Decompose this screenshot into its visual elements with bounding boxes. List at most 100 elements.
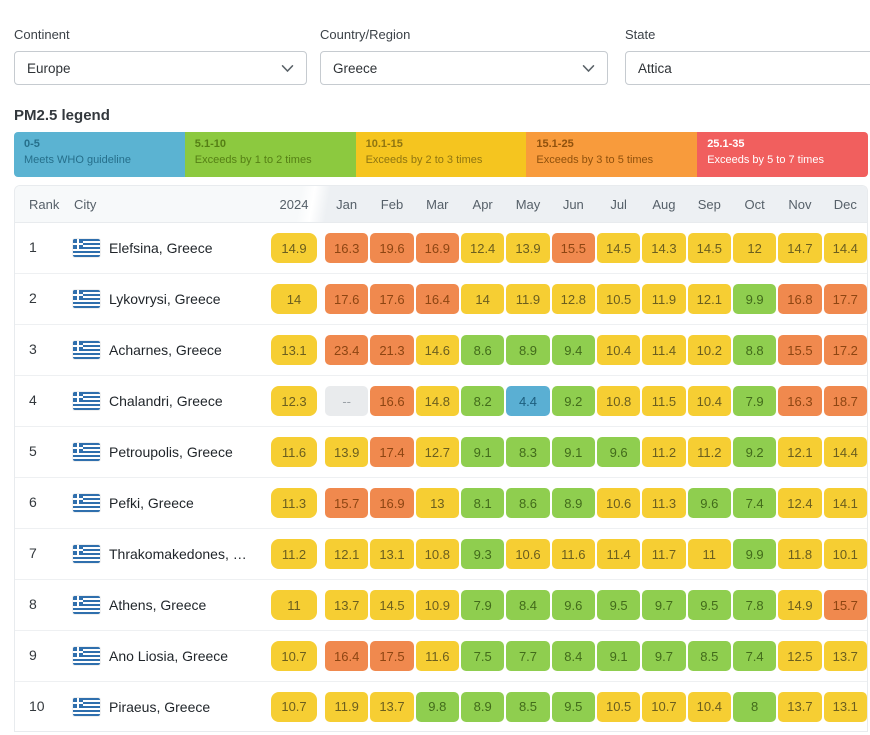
pm25-cell: 8.6 [460, 335, 505, 365]
pm25-cell: 7.9 [732, 386, 777, 416]
pm25-cell: 11.5 [642, 386, 686, 416]
header-month-dec: Dec [833, 196, 857, 212]
table-row[interactable]: 4 Chalandri, Greece 12.3 -- 16.6 14.8 8.2 4.4 9.… [15, 375, 867, 426]
greece-flag-icon [73, 290, 100, 308]
pm25-cell: 13.7 [370, 691, 414, 722]
annual-value: 11.6 [271, 437, 317, 467]
table-row[interactable]: 1 Elefsina, Greece 14.9 16.3 19.6 16.9 12.4 13.… [15, 222, 867, 273]
pm25-cell: 14 [460, 284, 505, 314]
pm25-cell: 14.9 [778, 590, 822, 620]
country-label: Country/Region [320, 27, 411, 42]
pm25-cell: 14.5 [596, 233, 641, 263]
pm25-cell: 10.4 [687, 386, 731, 416]
table-row[interactable]: 7 Thrakomakedones, … 11.2 12.1 13.1 10.8 9.3 10… [15, 528, 867, 579]
pm25-cell: 8.3 [506, 437, 550, 467]
pm25-cell: 11.6 [415, 641, 459, 671]
greece-flag-icon [73, 239, 100, 257]
legend-range: 25.1-35 [707, 138, 745, 150]
pm25-cell: 16.9 [415, 233, 459, 263]
city-name[interactable]: Elefsina, Greece [109, 240, 213, 256]
table-row[interactable]: 9 Ano Liosia, Greece 10.7 16.4 17.5 11.6 7.5 7.… [15, 630, 867, 681]
country-select[interactable]: Greece [320, 51, 608, 85]
pm25-cell: 14.6 [415, 335, 459, 365]
pm25-cell: 8.9 [460, 691, 505, 722]
city-name[interactable]: Thrakomakedones, … [109, 546, 247, 562]
pm25-cell: 11.8 [778, 539, 822, 569]
pm25-cell: 17.6 [325, 284, 369, 314]
table-row[interactable]: 10 Piraeus, Greece 10.7 11.9 13.7 9.8 8.9 8.5 9.… [15, 681, 867, 732]
city-name[interactable]: Petroupolis, Greece [109, 444, 233, 460]
filters-bar: Continent Europe Country/Region Greece S… [14, 27, 870, 85]
pm25-cell: 12.8 [551, 284, 595, 314]
pm25-cell: 9.1 [551, 437, 595, 467]
table-row[interactable]: 2 Lykovrysi, Greece 14 17.6 17.6 16.4 14 11.9 12… [15, 273, 867, 324]
pm25-cell: 11.6 [551, 539, 595, 569]
greece-flag-icon [73, 545, 100, 563]
pm25-cell: 7.5 [460, 641, 505, 671]
annual-value: 10.7 [271, 641, 317, 671]
pm25-cell: 16.4 [415, 284, 459, 314]
pm25-cell: 11.9 [506, 284, 550, 314]
continent-filter: Continent Europe [14, 27, 307, 85]
pm25-cell: 17.4 [370, 437, 414, 467]
pm25-cell: 13.7 [823, 641, 867, 671]
pm25-cell: 9.5 [551, 691, 595, 722]
rank-value: 7 [29, 545, 37, 561]
pm25-cell: 15.5 [551, 233, 595, 263]
rank-value: 8 [29, 596, 37, 612]
pm25-cell: 15.7 [325, 488, 369, 518]
pm25-cell: 8.9 [506, 335, 550, 365]
pm25-cell: 15.5 [778, 335, 822, 365]
city-name[interactable]: Ano Liosia, Greece [109, 648, 229, 664]
table-row[interactable]: 8 Athens, Greece 11 13.7 14.5 10.9 7.9 8.4 9.6 9.… [15, 579, 867, 630]
city-name[interactable]: Pefki, Greece [109, 495, 194, 511]
legend-description: Exceeds by 5 to 7 times [707, 154, 824, 166]
city-name[interactable]: Piraeus, Greece [109, 698, 211, 715]
legend-range: 15.1-25 [536, 138, 574, 150]
pm25-cell: 14.1 [823, 488, 867, 518]
state-label: State [625, 27, 656, 42]
header-2024: 2024 [279, 196, 309, 212]
rank-value: 10 [29, 697, 45, 714]
pm25-cell: 9.6 [596, 437, 641, 467]
pm25-cell: 9.9 [732, 284, 777, 314]
city-name[interactable]: Acharnes, Greece [109, 342, 222, 358]
pm25-cell: 12.1 [778, 437, 822, 467]
legend-range: 10.1-15 [365, 138, 403, 150]
city-name[interactable]: Chalandri, Greece [109, 393, 223, 409]
pm25-cell: 9.2 [732, 437, 777, 467]
pm25-cell: 14.7 [778, 233, 822, 263]
legend-band: 0-5 Meets WHO guideline [14, 132, 185, 177]
pm25-cell: 16.8 [778, 284, 822, 314]
pm25-cell: 8.5 [687, 641, 731, 671]
continent-selected-value: Europe [27, 60, 71, 76]
pm25-cell: 16.3 [778, 386, 822, 416]
rank-value: 4 [29, 392, 37, 408]
month-headers: Jan Feb Mar Apr May Jun Jul Aug Sep Oct Nov Dec [325, 197, 867, 212]
pm25-cell: 10.8 [596, 386, 641, 416]
pm25-cell: 9.6 [551, 590, 595, 620]
pm25-cell: 9.6 [687, 488, 731, 518]
pm25-cell: 13.9 [325, 437, 369, 467]
pm25-cell: 7.9 [460, 590, 505, 620]
pm25-cell: 10.1 [823, 539, 867, 569]
pm25-cell: 17.5 [370, 641, 414, 671]
pm25-cell: 9.4 [551, 335, 595, 365]
pm25-cell: 10.9 [415, 590, 459, 620]
legend-description: Exceeds by 3 to 5 times [536, 154, 654, 166]
pm25-cell: 12.4 [460, 233, 505, 263]
table-row[interactable]: 6 Pefki, Greece 11.3 15.7 16.9 13 8.1 8.6 8.9 10.… [15, 477, 867, 528]
state-select[interactable]: Attica [625, 51, 870, 85]
table-row[interactable]: 3 Acharnes, Greece 13.1 23.4 21.3 14.6 8.6 8.9 9… [15, 324, 867, 375]
pm25-cell: 7.7 [506, 641, 550, 671]
continent-select[interactable]: Europe [14, 51, 307, 85]
pm25-cell: 9.7 [642, 590, 686, 620]
city-name[interactable]: Athens, Greece [109, 597, 207, 613]
table-row[interactable]: 5 Petroupolis, Greece 11.6 13.9 17.4 12.7 9.1 8… [15, 426, 867, 477]
pm25-cell: 13.7 [778, 691, 822, 722]
pm25-cell: 13.1 [370, 539, 414, 569]
rank-value: 5 [29, 443, 37, 459]
city-name[interactable]: Lykovrysi, Greece [109, 291, 221, 307]
legend-range: 5.1-10 [194, 138, 226, 150]
pm25-cell: 13.9 [506, 233, 550, 263]
